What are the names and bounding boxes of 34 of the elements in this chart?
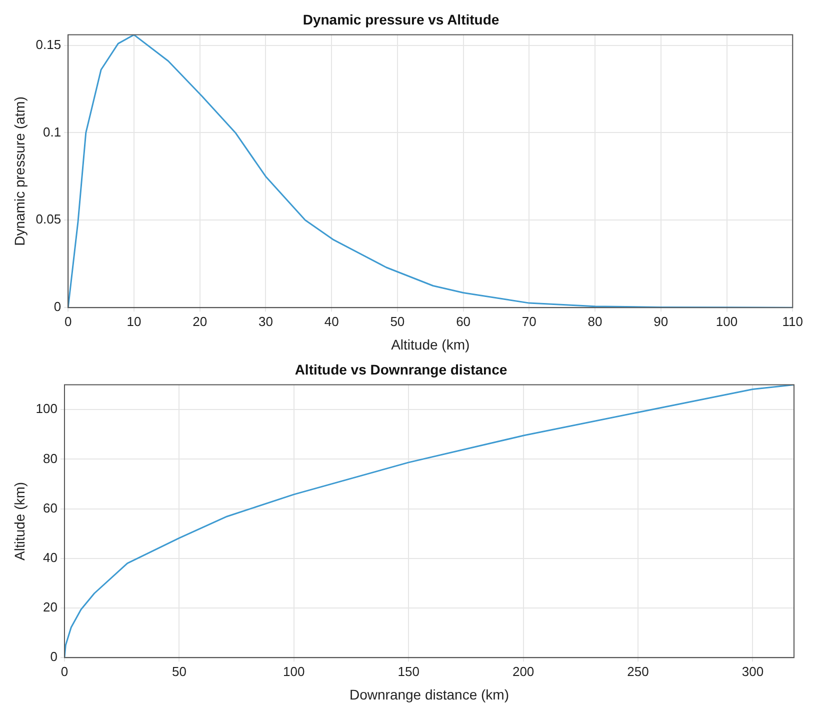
x-tick-label: 110 [782,314,804,329]
x-tick-label: 60 [456,314,471,329]
x-tick-label: 20 [192,314,208,329]
chart-title: Altitude vs Downrange distance [294,361,508,378]
x-tick-label: 90 [654,314,668,329]
y-tick-label: 80 [43,450,58,466]
x-tick-label: 40 [324,314,339,329]
x-tick-label: 50 [172,664,186,679]
x-tick-label: 80 [588,314,602,329]
x-axis-title: Altitude (km) [391,336,470,352]
y-tick-label: 60 [43,500,58,516]
x-tick-label: 200 [512,664,534,679]
x-tick-label: 250 [627,664,649,679]
x-axis-title: Downrange distance (km) [349,686,510,702]
y-tick-label: 100 [36,401,58,416]
x-tick-label: 10 [126,314,142,329]
x-tick-label: 100 [716,314,738,329]
y-tick-label: 0 [54,299,62,314]
x-tick-label: 50 [390,314,405,329]
y-tick-label: 0 [50,649,58,664]
y-tick-label: 0.05 [36,212,62,227]
y-tick-label: 0.1 [43,124,62,140]
x-tick-label: 100 [283,664,305,679]
y-tick-label: 40 [43,550,58,565]
x-tick-label: 70 [522,314,536,329]
x-tick-label: 300 [742,664,764,679]
y-tick-label: 20 [43,600,58,615]
y-axis-title: Altitude (km) [11,482,28,560]
x-tick-label: 30 [258,314,273,329]
y-axis-title: Dynamic pressure (atm) [11,96,28,246]
chart-title: Dynamic pressure vs Altitude [302,11,500,28]
x-tick-label: 150 [398,664,420,679]
y-tick-label: 0.15 [36,36,62,52]
x-tick-label: 0 [64,314,72,329]
